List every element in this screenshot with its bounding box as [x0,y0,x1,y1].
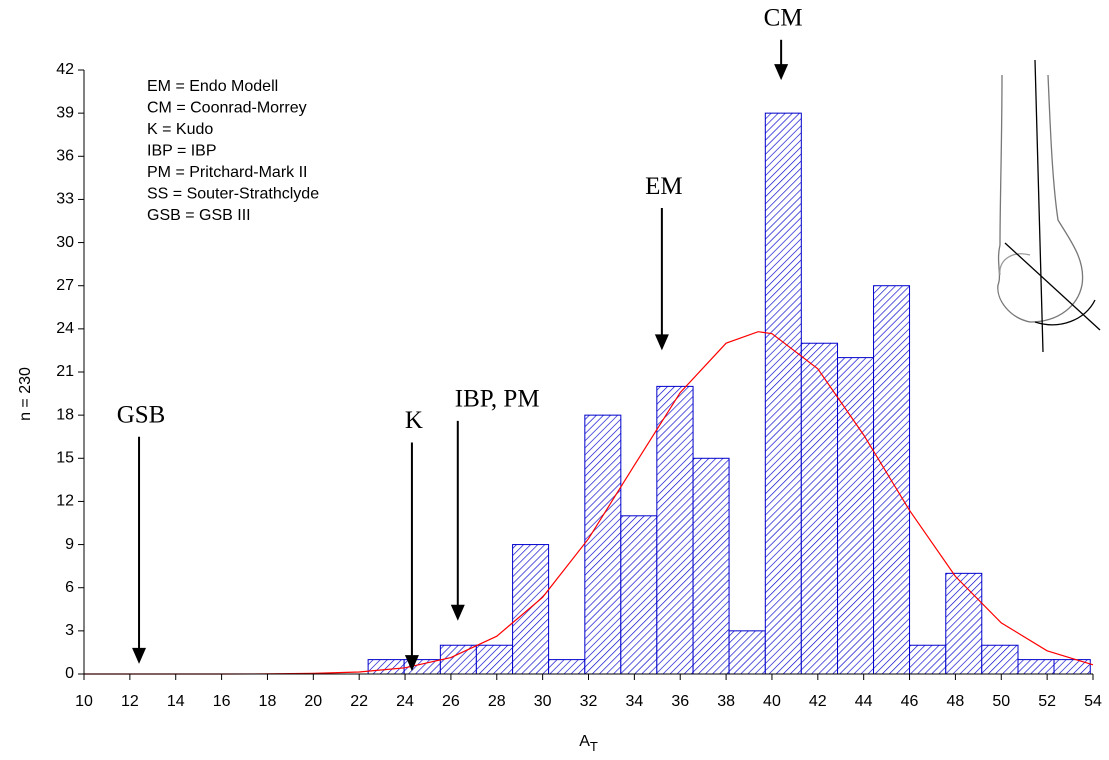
elbow-sketch [997,59,1101,353]
x-tick-label: 26 [442,693,460,710]
bar [837,357,875,675]
annotation-arrowhead [450,604,465,621]
y-tick-label: 36 [56,148,74,165]
bar [439,644,477,675]
x-tick-label: 54 [1084,693,1102,710]
bar [512,544,550,675]
y-tick-label: 9 [65,536,74,553]
bar [981,644,1019,675]
legend-text: K = Kudo [147,121,213,138]
bar [800,342,839,675]
y-tick-label: 3 [65,622,74,639]
x-tick-label: 50 [992,693,1010,710]
x-tick-label: 20 [304,693,322,710]
bar [728,630,766,675]
bar [945,572,983,675]
x-tick-label: 34 [625,693,643,710]
x-tick-label: 12 [121,693,139,710]
y-tick-label: 27 [56,277,74,294]
x-tick-label: 40 [763,693,781,710]
x-tick-label: 32 [580,693,598,710]
bar [620,515,658,675]
x-tick-label: 36 [671,693,689,710]
annotation-label: CM [764,5,803,32]
bar [1017,659,1055,675]
y-tick-label: 12 [56,493,74,510]
y-tick-label: 21 [56,363,74,380]
y-tick-label: 0 [65,665,74,682]
annotation-label: IBP, PM [455,386,540,413]
legend-text: SS = Souter-Strathclyde [147,186,319,203]
x-tick-label: 52 [1038,693,1056,710]
annotation-label: EM [645,173,683,200]
y-tick-label: 33 [56,191,74,208]
y-tick-label: 15 [56,450,74,467]
annotation-arrowhead [404,655,419,672]
bar [692,457,730,675]
x-tick-label: 28 [488,693,506,710]
x-axis-label-sub: T [590,739,598,754]
x-tick-label: 38 [717,693,735,710]
x-tick-label: 30 [534,693,552,710]
y-tick-label: 39 [56,104,74,121]
y-tick-label: 6 [65,579,74,596]
bar [367,659,405,675]
bar [548,659,586,675]
annotation-label: GSB [117,401,166,428]
bar [656,385,694,675]
y-tick-label: 18 [56,406,74,423]
legend-text: PM = Pritchard-Mark II [147,164,307,181]
y-tick-label: 30 [56,234,74,251]
bar [909,644,947,675]
x-tick-label: 44 [855,693,873,710]
bar [764,112,802,675]
bar [584,414,622,675]
legend-text: GSB = GSB III [147,207,251,224]
x-tick-label: 42 [809,693,827,710]
x-tick-label: 46 [901,693,919,710]
annotation-arrowhead [654,334,669,351]
annotation-arrowhead [132,647,147,664]
x-tick-label: 48 [947,693,965,710]
x-tick-label: 24 [396,693,414,710]
x-axis-label: AT [579,733,598,754]
x-tick-label: 14 [167,693,185,710]
x-tick-label: 18 [259,693,277,710]
legend-text: CM = Coonrad-Morrey [147,100,307,117]
x-tick-label: 22 [350,693,368,710]
annotation-label: K [405,407,423,434]
x-tick-label: 16 [213,693,231,710]
annotation-arrowhead [774,64,789,81]
legend-text: EM = Endo Modell [147,78,278,95]
bar [475,644,514,675]
y-axis-label: n = 230 [17,367,34,421]
legend-text: IBP = IBP [147,143,217,160]
x-axis-label-main: A [579,733,590,750]
x-tick-label: 10 [75,693,93,710]
y-tick-label: 24 [56,320,74,337]
y-tick-label: 42 [56,61,74,78]
